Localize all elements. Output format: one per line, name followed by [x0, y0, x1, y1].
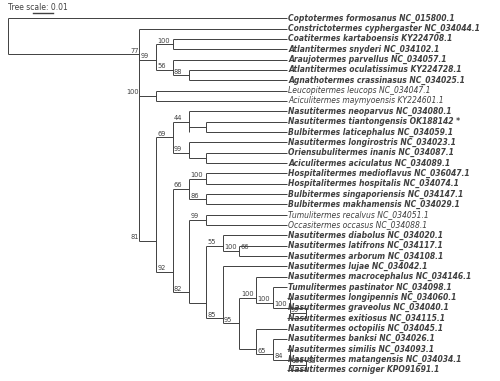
Text: 55: 55	[208, 239, 216, 245]
Text: 69: 69	[158, 131, 166, 137]
Text: 99: 99	[140, 53, 149, 59]
Text: 99: 99	[190, 213, 199, 219]
Text: 88: 88	[174, 69, 182, 75]
Text: Bulbitermes makhamensis NC_034029.1: Bulbitermes makhamensis NC_034029.1	[288, 200, 460, 209]
Text: Nasutitermes latifrons NC_034117.1: Nasutitermes latifrons NC_034117.1	[288, 241, 443, 250]
Text: 82: 82	[174, 286, 182, 292]
Text: 92: 92	[158, 265, 166, 271]
Text: 44: 44	[174, 115, 182, 121]
Text: Nasutitermes longirostris NC_034023.1: Nasutitermes longirostris NC_034023.1	[288, 138, 456, 147]
Text: Aciculitermes maymyoensis KY224601.1: Aciculitermes maymyoensis KY224601.1	[288, 96, 444, 106]
Text: Nasutitermes matangensis NC_034034.1: Nasutitermes matangensis NC_034034.1	[288, 355, 462, 364]
Text: 77: 77	[130, 48, 139, 54]
Text: Atlantitermes oculatissimus KY224728.1: Atlantitermes oculatissimus KY224728.1	[288, 66, 462, 74]
Text: Leucopitermes leucops NC_034047.1: Leucopitermes leucops NC_034047.1	[288, 86, 430, 95]
Text: 88: 88	[308, 358, 316, 364]
Text: Nasutitermes exitiosus NC_034115.1: Nasutitermes exitiosus NC_034115.1	[288, 314, 445, 323]
Text: 100: 100	[274, 301, 287, 307]
Text: Coatitermes kartaboensis KY224708.1: Coatitermes kartaboensis KY224708.1	[288, 34, 452, 43]
Text: Constrictotermes cyphergaster NC_034044.1: Constrictotermes cyphergaster NC_034044.…	[288, 24, 480, 33]
Text: Bulbitermes laticephalus NC_034059.1: Bulbitermes laticephalus NC_034059.1	[288, 127, 453, 136]
Text: 100: 100	[241, 291, 254, 297]
Text: Tree scale: 0.01: Tree scale: 0.01	[8, 3, 68, 12]
Text: 99: 99	[174, 146, 182, 152]
Text: Agnathotermes crassinasus NC_034025.1: Agnathotermes crassinasus NC_034025.1	[288, 76, 465, 85]
Text: 99: 99	[291, 307, 299, 312]
Text: Nasutitermes tiantongensis OK188142 *: Nasutitermes tiantongensis OK188142 *	[288, 117, 460, 126]
Text: Occasitermes occasus NC_034088.1: Occasitermes occasus NC_034088.1	[288, 221, 428, 230]
Text: 100: 100	[158, 38, 170, 43]
Text: Oriensubulitermes inanis NC_034087.1: Oriensubulitermes inanis NC_034087.1	[288, 148, 454, 157]
Text: Araujotermes parvellus NC_034057.1: Araujotermes parvellus NC_034057.1	[288, 55, 446, 64]
Text: Hospitalitermes medioflavus NC_036047.1: Hospitalitermes medioflavus NC_036047.1	[288, 169, 470, 178]
Text: Aciculitermes aciculatus NC_034089.1: Aciculitermes aciculatus NC_034089.1	[288, 158, 450, 168]
Text: 100: 100	[190, 172, 203, 178]
Text: 81: 81	[131, 234, 139, 240]
Text: Nasutitermes octopilis NC_034045.1: Nasutitermes octopilis NC_034045.1	[288, 324, 443, 333]
Text: 100: 100	[291, 358, 304, 364]
Text: 100: 100	[126, 89, 139, 95]
Text: 86: 86	[190, 193, 199, 199]
Text: 65: 65	[258, 348, 266, 354]
Text: Hospitalitermes hospitalis NC_034074.1: Hospitalitermes hospitalis NC_034074.1	[288, 179, 459, 188]
Text: Atlantitermes snyderi NC_034102.1: Atlantitermes snyderi NC_034102.1	[288, 45, 440, 54]
Text: 84: 84	[274, 353, 282, 359]
Text: Coptotermes formosanus NC_015800.1: Coptotermes formosanus NC_015800.1	[288, 14, 455, 23]
Text: 85: 85	[208, 312, 216, 318]
Text: 66: 66	[174, 182, 182, 188]
Text: Nasutitermes arborum NC_034108.1: Nasutitermes arborum NC_034108.1	[288, 251, 444, 261]
Text: Tumulitermes recalvus NC_034051.1: Tumulitermes recalvus NC_034051.1	[288, 210, 429, 219]
Text: 100: 100	[258, 296, 270, 302]
Text: Nasutitermes macrocephalus NC_034146.1: Nasutitermes macrocephalus NC_034146.1	[288, 272, 472, 282]
Text: Nasutitermes lujae NC_034042.1: Nasutitermes lujae NC_034042.1	[288, 262, 428, 271]
Text: Nasutitermes diabolus NC_034020.1: Nasutitermes diabolus NC_034020.1	[288, 231, 443, 240]
Text: 56: 56	[158, 63, 166, 69]
Text: Bulbitermes singaporiensis NC_034147.1: Bulbitermes singaporiensis NC_034147.1	[288, 189, 464, 199]
Text: Nasutitermes similis NC_034093.1: Nasutitermes similis NC_034093.1	[288, 345, 434, 354]
Text: Nasutitermes longipennis NC_034060.1: Nasutitermes longipennis NC_034060.1	[288, 293, 456, 302]
Text: 66: 66	[241, 245, 250, 250]
Text: Nasutitermes banksi NC_034026.1: Nasutitermes banksi NC_034026.1	[288, 335, 435, 344]
Text: 95: 95	[224, 317, 232, 323]
Text: Nasutitermes neoparvus NC_034080.1: Nasutitermes neoparvus NC_034080.1	[288, 107, 452, 116]
Text: Tumulitermes pastinator NC_034098.1: Tumulitermes pastinator NC_034098.1	[288, 283, 452, 292]
Text: 100: 100	[224, 245, 236, 250]
Text: Nasutitermes corniger KPO91691.1: Nasutitermes corniger KPO91691.1	[288, 365, 440, 375]
Text: Nasutitermes graveolus NC_034040.1: Nasutitermes graveolus NC_034040.1	[288, 303, 449, 312]
